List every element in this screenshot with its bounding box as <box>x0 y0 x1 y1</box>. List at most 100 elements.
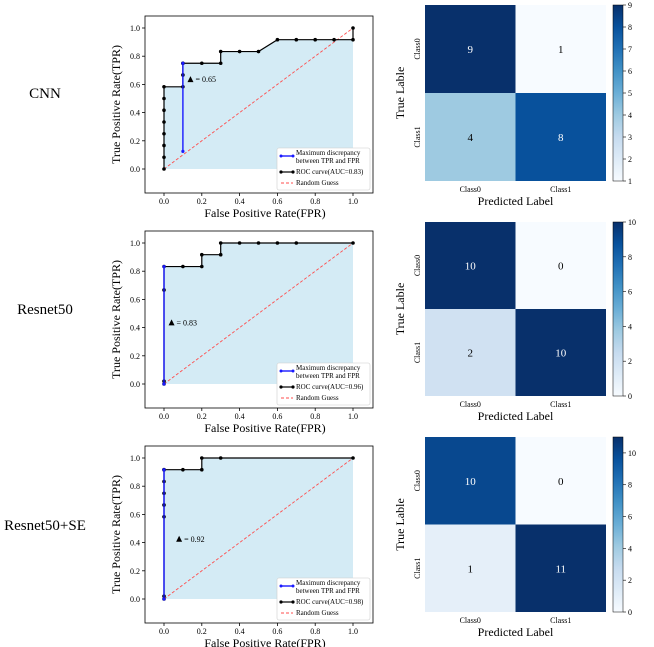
x-tick-label: 0.0 <box>159 197 169 206</box>
x-tick-label: 0.6 <box>272 412 282 421</box>
roc-legend-box <box>276 147 371 191</box>
y-tick-label: 0.0 <box>130 595 140 604</box>
x-tick-label: 1.0 <box>348 412 358 421</box>
x-tick-label: 0.2 <box>197 627 207 636</box>
confusion-value: 10 <box>465 261 477 273</box>
y-tick-label: 0.2 <box>130 567 140 576</box>
legend-discrepancy-line1: Maximum discrepancy <box>296 364 361 372</box>
legend-roc-label: ROC curve(AUC=0.83) <box>296 168 364 176</box>
confusion-y-tick-label: Class1 <box>413 558 422 579</box>
roc-x-axis-label: False Positive Rate(FPR) <box>204 206 325 220</box>
model-label: Resnet50 <box>17 302 73 318</box>
confusion-value: 1 <box>468 563 474 575</box>
colorbar-tick-label: 3 <box>628 133 632 142</box>
max-discrepancy-point <box>181 61 185 65</box>
confusion-x-tick-label: Class1 <box>550 616 571 625</box>
discrepancy-label: = 0.83 <box>177 318 198 327</box>
colorbar-tick-label: 6 <box>628 67 632 76</box>
confusion-value: 9 <box>468 44 474 56</box>
legend-random-label: Random Guess <box>296 609 339 617</box>
colorbar <box>612 436 624 613</box>
legend-discrepancy-line1: Maximum discrepancy <box>296 579 361 587</box>
x-tick-label: 0.8 <box>310 627 320 636</box>
roc-point <box>313 37 318 42</box>
legend-discrepancy-label: Maximum discrepancy between TPR and FPR <box>296 149 361 165</box>
x-tick-label: 1.0 <box>348 197 358 206</box>
colorbar-tick-label: 10 <box>628 449 636 458</box>
roc-point <box>162 131 166 136</box>
colorbar-tick-label: 10 <box>628 218 636 227</box>
confusion-cell <box>515 437 606 525</box>
confusion-cell <box>425 5 516 93</box>
colorbar-tick-label: 4 <box>628 111 632 120</box>
confusion-cell <box>425 222 516 309</box>
roc-x-axis-label: False Positive Rate(FPR) <box>204 636 325 647</box>
max-discrepancy-point <box>162 468 166 472</box>
colorbar-tick-label: 5 <box>628 89 632 98</box>
legend-discrepancy-label: Maximum discrepancy between TPR and FPR <box>296 579 361 595</box>
legend-discrepancy-swatch-dot <box>291 369 295 373</box>
row-3: Resnet50+SE = 0.92 0.0 0.2 0.4 0.6 0.8 1.0 0.0 0.… <box>4 436 636 647</box>
y-tick-label: 0.4 <box>130 109 140 118</box>
row-1: CNN = 0.65 0.0 0.2 0.4 0.6 0.8 1.0 0.0 0.2 0.4 0.6 0… <box>29 1 632 220</box>
colorbar-tick-label: 6 <box>628 288 632 297</box>
colorbar-tick-label: 0 <box>628 392 632 401</box>
confusion-x-tick-label: Class0 <box>460 400 481 409</box>
legend-roc-swatch-dot <box>291 170 295 174</box>
confusion-value: 0 <box>558 261 564 273</box>
confusion-value: 2 <box>468 348 474 360</box>
x-tick-label: 0.2 <box>197 197 207 206</box>
roc-point <box>351 26 355 30</box>
confusion-cell <box>425 437 516 525</box>
discrepancy-label: = 0.65 <box>195 75 216 84</box>
legend-discrepancy-swatch-dot <box>291 584 295 588</box>
legend-discrepancy-line2: between TPR and FPR <box>296 587 360 595</box>
roc-point <box>162 96 166 101</box>
confusion-cell <box>515 524 606 612</box>
legend-discrepancy-swatch-dot <box>279 154 283 158</box>
roc-point <box>162 167 166 171</box>
colorbar-tick-label: 8 <box>628 481 632 490</box>
confusion-y-axis-label: True Lable <box>393 67 407 120</box>
roc-point <box>294 241 299 245</box>
row-2: Resnet50 = 0.83 0.0 0.2 0.4 0.6 0.8 1.0 0.0 0.2 0.… <box>17 218 636 435</box>
roc-point <box>332 37 336 42</box>
legend-roc-swatch-dot <box>291 600 295 604</box>
roc-curve-line <box>163 28 354 169</box>
colorbar-tick-label: 2 <box>628 155 632 164</box>
roc-point <box>275 241 280 245</box>
y-tick-label: 0.4 <box>130 539 140 548</box>
colorbar-tick-label: 7 <box>628 45 632 54</box>
roc-point <box>218 252 223 257</box>
confusion-cell <box>425 524 516 612</box>
max-discrepancy-point <box>181 149 185 153</box>
random-guess-line <box>163 27 354 170</box>
legend-discrepancy-line1: Maximum discrepancy <box>296 149 361 157</box>
roc-point <box>181 467 185 472</box>
confusion-cell <box>515 222 606 309</box>
roc-point <box>162 84 166 89</box>
x-tick-label: 0.6 <box>272 197 282 206</box>
confusion-x-tick-label: Class0 <box>460 185 481 194</box>
legend-discrepancy-line2: between TPR and FPR <box>296 157 360 165</box>
y-tick-label: 0.4 <box>130 324 140 333</box>
confusion-y-tick-label: Class0 <box>413 38 422 59</box>
colorbar-tick-label: 2 <box>628 357 632 366</box>
legend-random-label: Random Guess <box>296 394 339 402</box>
discrepancy-label: = 0.92 <box>184 535 205 544</box>
roc-point <box>181 264 185 269</box>
roc-point <box>237 49 242 54</box>
confusion-y-axis-label: True Lable <box>393 498 407 551</box>
confusion-y-tick-label: Class0 <box>413 255 422 276</box>
roc-point <box>200 264 204 269</box>
y-tick-label: 0.0 <box>130 165 140 174</box>
confusion-x-tick-label: Class1 <box>550 400 571 409</box>
y-tick-label: 0.8 <box>130 267 140 276</box>
x-tick-label: 1.0 <box>348 627 358 636</box>
roc-point <box>200 61 204 66</box>
roc-point <box>256 49 261 54</box>
discrepancy-triangle-icon <box>176 535 183 542</box>
roc-y-axis-label: True Positive Rate(TPR) <box>109 475 123 594</box>
roc-point <box>294 37 299 42</box>
